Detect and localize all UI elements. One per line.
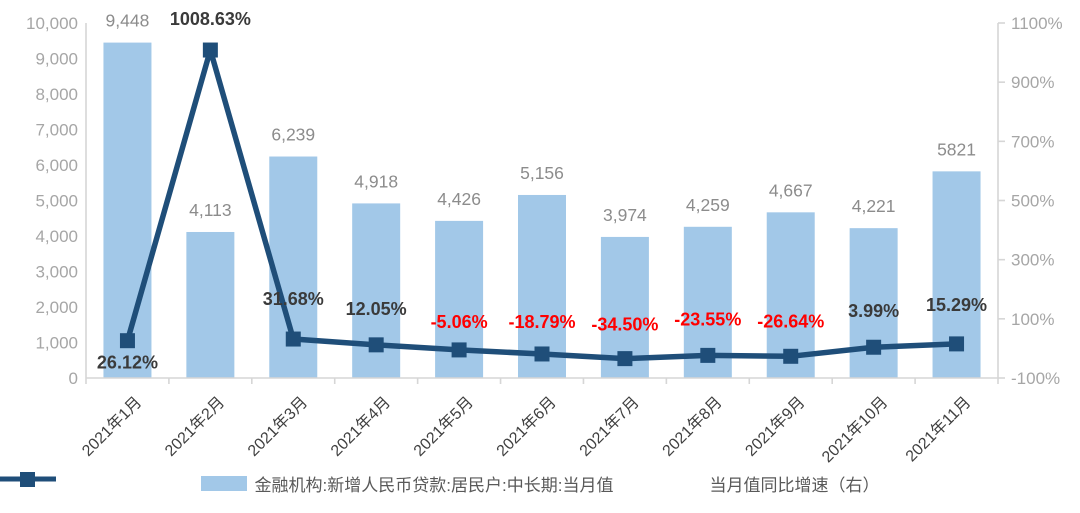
line-marker xyxy=(534,346,550,362)
right-axis-tick-label: 700% xyxy=(1011,132,1054,151)
line-value-label: 31.68% xyxy=(263,289,324,309)
line-marker xyxy=(700,347,716,363)
x-axis-label: 2021年11月 xyxy=(902,393,974,465)
line-value-label: -34.50% xyxy=(591,315,658,335)
line-value-label: 1008.63% xyxy=(170,9,251,29)
x-axis-label: 2021年9月 xyxy=(742,393,809,460)
left-axis-tick-label: 0 xyxy=(69,369,78,388)
left-axis-tick-label: 8,000 xyxy=(35,85,78,104)
right-axis-tick-label: 100% xyxy=(1011,310,1054,329)
bar-value-label: 5,156 xyxy=(520,163,564,183)
left-axis-tick-label: 4,000 xyxy=(35,227,78,246)
left-axis-tick-label: 5,000 xyxy=(35,192,78,211)
line-marker xyxy=(451,342,467,358)
bar-value-label: 3,974 xyxy=(603,205,647,225)
line-marker xyxy=(617,351,633,367)
line-value-label: -5.06% xyxy=(431,312,488,332)
bar-series-swatch-icon xyxy=(200,476,247,491)
line-value-label: -23.55% xyxy=(674,309,741,329)
left-axis-tick-label: 2,000 xyxy=(35,298,78,317)
x-axis-label: 2021年5月 xyxy=(410,393,477,460)
bar-value-label: 4,259 xyxy=(686,195,730,215)
line-marker xyxy=(949,336,965,352)
x-axis-label: 2021年10月 xyxy=(818,393,891,466)
left-axis-tick-label: 3,000 xyxy=(35,263,78,282)
line-value-label: -18.79% xyxy=(508,312,575,332)
line-value-label: 12.05% xyxy=(346,299,407,319)
x-axis-label: 2021年2月 xyxy=(161,393,228,460)
legend-item-bar-series[interactable]: 金融机构:新增人民币贷款:居民户:中长期:当月值 xyxy=(200,471,614,496)
legend-line-label: 当月值同比增速（右） xyxy=(709,476,880,495)
bar-value-label: 4,426 xyxy=(437,189,481,209)
bar-value-label: 6,239 xyxy=(271,125,315,145)
bar xyxy=(186,231,235,378)
x-axis-label: 2021年8月 xyxy=(659,393,726,460)
left-axis-tick-label: 9,000 xyxy=(35,50,78,69)
x-axis-label: 2021年4月 xyxy=(327,393,394,460)
right-axis-tick-label: 300% xyxy=(1011,251,1054,270)
legend-line-marker xyxy=(20,472,35,487)
bar-value-label: 5821 xyxy=(937,139,976,159)
right-axis-tick-label: -100% xyxy=(1011,369,1060,388)
legend-bar-label: 金融机构:新增人民币贷款:居民户:中长期:当月值 xyxy=(254,476,614,495)
right-axis-tick-label: 1100% xyxy=(1011,14,1063,33)
x-axis-label: 2021年3月 xyxy=(244,393,311,460)
line-marker xyxy=(202,42,218,58)
right-axis-tick-label: 900% xyxy=(1011,73,1054,92)
bar-value-label: 4,918 xyxy=(354,171,398,191)
line-marker xyxy=(119,333,135,349)
left-axis-tick-label: 1,000 xyxy=(35,334,78,353)
right-axis-tick-label: 500% xyxy=(1011,192,1054,211)
legend-item-line-series[interactable]: 当月值同比增速（右） xyxy=(0,471,880,496)
legend: 金融机构:新增人民币贷款:居民户:中长期:当月值 当月值同比增速（右） xyxy=(0,471,1080,496)
combo-chart: 0 1,000 2,000 3,000 4,000 5,000 6,000 7,000 8,00… xyxy=(26,9,1063,466)
bar-value-label: 4,221 xyxy=(852,196,896,216)
line-value-label: 3.99% xyxy=(848,301,899,321)
line-marker xyxy=(866,339,882,355)
left-axis-tick-label: 6,000 xyxy=(35,156,78,175)
left-axis-tick-label: 7,000 xyxy=(35,121,78,140)
bar-value-label: 4,113 xyxy=(189,200,232,220)
x-axis-label: 2021年6月 xyxy=(493,393,560,460)
bar-value-label: 9,448 xyxy=(106,11,150,31)
line-value-label: -26.64% xyxy=(757,311,824,331)
x-axis-label: 2021年7月 xyxy=(576,393,643,460)
line-value-label: 15.29% xyxy=(926,295,987,315)
line-marker xyxy=(783,348,799,364)
bar xyxy=(103,42,152,378)
left-axis-tick-label: 10,000 xyxy=(26,14,78,33)
line-marker xyxy=(285,331,301,347)
line-value-label: 26.12% xyxy=(97,353,158,373)
x-axis-label: 2021年1月 xyxy=(78,393,145,460)
bar-value-label: 4,667 xyxy=(769,180,813,200)
line-marker xyxy=(368,337,384,353)
